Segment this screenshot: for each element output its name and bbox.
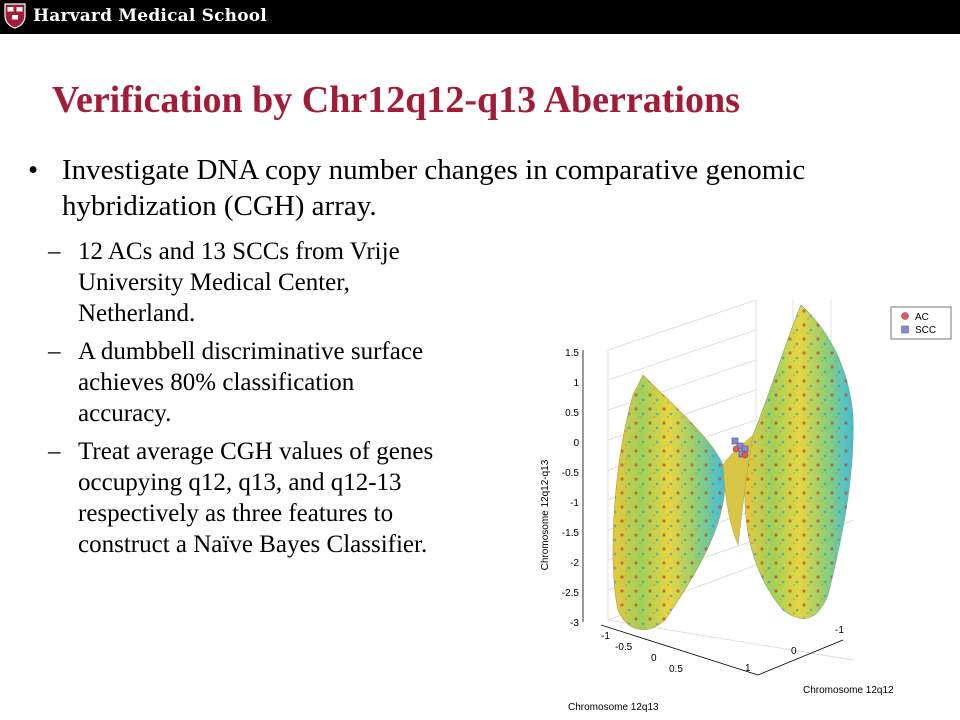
- x-axis-label: Chromosome 12q13: [568, 702, 659, 713]
- z-tick-label: -3: [570, 618, 579, 629]
- legend-scc-marker: [901, 325, 909, 334]
- legend-ac-label: AC: [915, 312, 929, 323]
- scc-point: [731, 437, 739, 445]
- z-tick-label: 1: [573, 378, 579, 389]
- veritas-shield-icon: [4, 3, 26, 29]
- z-tick-labels: 1.5 1 0.5 0 -0.5 -1 -1.5 -2 -2.5 -3: [562, 348, 580, 629]
- sub-bullet: – 12 ACs and 13 SCCs from Vrije Universi…: [48, 238, 400, 327]
- z-tick-label: 0.5: [565, 408, 579, 419]
- z-tick-label: -1.5: [562, 528, 580, 539]
- data-points: [731, 437, 749, 459]
- ac-point: [732, 445, 740, 453]
- ac-point: [741, 451, 749, 459]
- bullet-text: Investigate DNA copy number changes in c…: [62, 154, 806, 222]
- x-tick-label: 0.5: [669, 664, 683, 675]
- z-tick-label: -0.5: [562, 468, 580, 479]
- dumbbell-surface: [612, 304, 854, 630]
- z-tick-label: -1: [570, 498, 579, 509]
- slide-title: Verification by Chr12q12-q13 Aberrations: [52, 79, 740, 121]
- z-tick-label: -2.5: [562, 588, 580, 599]
- y-axis-line: [757, 639, 844, 676]
- z-axis-label: Chromosome 12q12-q13: [540, 459, 551, 570]
- brand-name: Harvard Medical School: [33, 6, 267, 26]
- x-tick-labels: -1 -0.5 0 0.5 1: [601, 631, 751, 675]
- legend-scc-label: SCC: [915, 325, 936, 336]
- surface-figure: 1.5 1 0.5 0 -0.5 -1 -1.5 -2 -2.5 -3 Chro…: [540, 299, 952, 713]
- bullet-dot: •: [28, 154, 39, 186]
- sub-bullet-text: 12 ACs and 13 SCCs from Vrije University…: [78, 238, 400, 327]
- top-bar: Harvard Medical School: [0, 0, 960, 34]
- legend-ac-marker: [901, 312, 909, 320]
- z-tick-label: 1.5: [565, 348, 579, 359]
- x-tick-label: 0: [651, 653, 657, 664]
- sub-bullet-text: A dumbbell discriminative surface achiev…: [78, 338, 424, 427]
- y-tick-label: 0: [791, 646, 797, 657]
- sub-bullet: – Treat average CGH values of genes occu…: [48, 438, 434, 558]
- sub-bullet: – A dumbbell discriminative surface achi…: [48, 338, 424, 427]
- x-tick-label: -0.5: [615, 642, 633, 653]
- x-tick-label: 1: [745, 663, 751, 674]
- z-tick-label: 0: [573, 438, 579, 449]
- y-tick-labels: -1 0: [791, 625, 844, 657]
- x-tick-label: -1: [601, 631, 610, 642]
- y-tick-label: -1: [835, 625, 844, 636]
- sub-bullet-list: – 12 ACs and 13 SCCs from Vrije Universi…: [48, 236, 438, 567]
- sub-bullet-text: Treat average CGH values of genes occupy…: [78, 438, 434, 558]
- legend: AC SCC: [890, 306, 952, 340]
- x-axis-line: [600, 624, 759, 676]
- z-tick-label: -2: [570, 558, 579, 569]
- y-axis-label: Chromosome 12q12: [803, 685, 894, 696]
